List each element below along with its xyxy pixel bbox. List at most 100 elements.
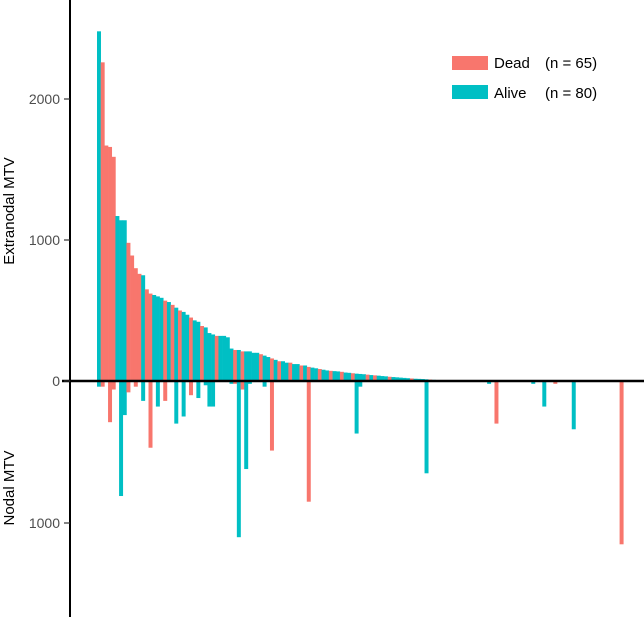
bar-extranodal-34 xyxy=(222,335,227,381)
bar-extranodal-69 xyxy=(350,373,355,382)
bar-nodal-3 xyxy=(108,381,113,423)
bar-nodal-37 xyxy=(233,381,238,384)
bar-extranodal-20 xyxy=(170,304,175,381)
bar-extranodal-71 xyxy=(358,373,363,381)
bar-extranodal-1 xyxy=(100,62,105,382)
bar-extranodal-36 xyxy=(229,348,234,381)
bar-extranodal-27 xyxy=(196,321,201,381)
bar-extranodal-15 xyxy=(152,294,157,381)
tick-label-2000-upper: 2000 xyxy=(29,91,60,107)
bar-extranodal-54 xyxy=(295,364,300,381)
bar-extranodal-13 xyxy=(144,289,149,381)
legend-swatch-alive xyxy=(452,85,488,99)
bar-nodal-89 xyxy=(424,381,429,474)
bar-extranodal-65 xyxy=(336,371,341,381)
bar-extranodal-51 xyxy=(284,362,289,381)
bar-nodal-129 xyxy=(571,381,576,430)
bar-extranodal-2 xyxy=(104,145,109,381)
bar-nodal-108 xyxy=(494,381,499,424)
upper-ticks: 0 1000 2000 xyxy=(29,91,70,389)
bar-extranodal-12 xyxy=(141,275,146,381)
bar-extranodal-22 xyxy=(177,310,182,381)
legend-label-alive: Alive xyxy=(494,85,527,102)
bar-extranodal-21 xyxy=(174,307,179,381)
bar-extranodal-72 xyxy=(361,374,366,381)
bar-extranodal-6 xyxy=(119,220,124,381)
bar-extranodal-29 xyxy=(203,327,208,381)
bar-extranodal-49 xyxy=(277,361,282,381)
bar-extranodal-4 xyxy=(111,156,116,381)
legend-swatch-dead xyxy=(452,56,488,70)
bar-extranodal-84 xyxy=(406,378,411,381)
bar-extranodal-45 xyxy=(262,355,267,381)
bar-extranodal-50 xyxy=(281,361,285,381)
bar-extranodal-23 xyxy=(181,311,186,381)
bar-extranodal-28 xyxy=(200,326,205,381)
bar-extranodal-25 xyxy=(189,317,193,381)
bar-extranodal-38 xyxy=(236,349,241,381)
bar-extranodal-14 xyxy=(148,293,153,381)
bar-nodal-118 xyxy=(531,381,536,384)
bar-extranodal-76 xyxy=(376,375,381,381)
bar-extranodal-67 xyxy=(343,372,348,381)
bar-extranodal-8 xyxy=(126,242,131,381)
bar-extranodal-37 xyxy=(233,349,238,381)
bar-group xyxy=(97,31,624,545)
legend-count-dead: (n = 65) xyxy=(545,55,597,72)
bar-extranodal-43 xyxy=(255,352,260,381)
bar-nodal-21 xyxy=(174,381,179,424)
bar-nodal-16 xyxy=(155,381,160,407)
bar-nodal-121 xyxy=(542,381,547,407)
bar-extranodal-62 xyxy=(325,370,330,382)
bar-nodal-14 xyxy=(148,381,153,448)
bar-extranodal-46 xyxy=(266,357,271,381)
bar-extranodal-85 xyxy=(409,378,414,381)
bar-extranodal-80 xyxy=(391,377,396,381)
bar-extranodal-3 xyxy=(108,146,113,381)
bar-nodal-8 xyxy=(126,381,131,393)
bar-extranodal-26 xyxy=(192,320,197,381)
bar-nodal-142 xyxy=(619,381,624,545)
bar-extranodal-73 xyxy=(365,374,370,381)
bar-extranodal-16 xyxy=(155,296,160,381)
bar-nodal-6 xyxy=(119,381,124,497)
bar-extranodal-56 xyxy=(303,365,308,381)
bar-nodal-31 xyxy=(211,381,216,407)
bar-extranodal-35 xyxy=(225,337,230,381)
bar-nodal-36 xyxy=(229,381,234,384)
bar-nodal-106 xyxy=(487,381,492,384)
bar-nodal-1 xyxy=(100,381,105,387)
bar-nodal-18 xyxy=(163,381,168,401)
bar-extranodal-77 xyxy=(380,376,385,381)
bar-nodal-70 xyxy=(354,381,359,434)
bar-nodal-41 xyxy=(247,381,252,384)
y-axis-title-upper: Extranodal MTV xyxy=(1,157,18,265)
bar-nodal-39 xyxy=(240,381,245,390)
tick-label-0: 0 xyxy=(52,373,60,389)
bar-extranodal-10 xyxy=(133,268,138,381)
bar-extranodal-47 xyxy=(269,358,274,381)
tick-label-1000-upper: 1000 xyxy=(29,232,60,248)
bar-extranodal-82 xyxy=(398,377,403,381)
bar-extranodal-66 xyxy=(339,371,344,381)
bar-nodal-27 xyxy=(196,381,201,399)
bar-extranodal-31 xyxy=(211,334,216,381)
bar-extranodal-59 xyxy=(314,368,319,381)
bar-nodal-45 xyxy=(262,381,267,387)
bar-extranodal-64 xyxy=(332,371,337,381)
bar-extranodal-7 xyxy=(122,220,127,381)
bar-extranodal-11 xyxy=(137,273,142,381)
bar-nodal-40 xyxy=(244,381,249,470)
bar-nodal-12 xyxy=(141,381,146,401)
legend: Dead (n = 65) Alive (n = 80) xyxy=(452,55,597,102)
bar-extranodal-18 xyxy=(163,300,168,381)
bar-extranodal-24 xyxy=(185,314,190,381)
bar-extranodal-75 xyxy=(373,375,377,381)
bar-nodal-38 xyxy=(236,381,241,538)
bar-nodal-47 xyxy=(269,381,274,451)
bar-extranodal-48 xyxy=(273,359,278,381)
bar-extranodal-33 xyxy=(218,335,223,381)
bar-extranodal-63 xyxy=(328,370,333,381)
bar-extranodal-9 xyxy=(130,255,135,381)
bar-nodal-71 xyxy=(358,381,363,387)
